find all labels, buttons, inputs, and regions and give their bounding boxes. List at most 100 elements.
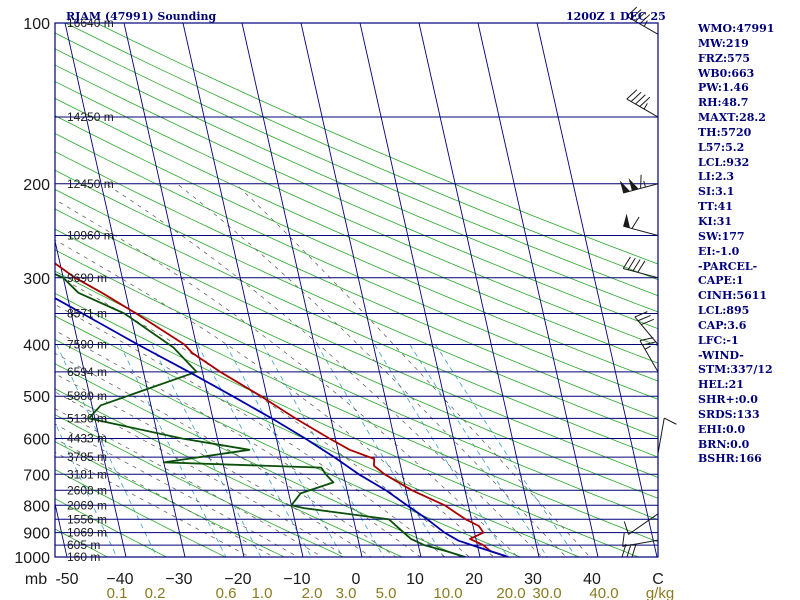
moist-adiabat bbox=[105, 183, 543, 557]
index-value: 1.46 bbox=[721, 81, 749, 95]
index-label: LCL bbox=[698, 155, 723, 169]
mixing-ratio-label: 1.0 bbox=[252, 585, 273, 600]
mixing-ratio-line bbox=[55, 421, 118, 557]
dry-adiabat bbox=[55, 228, 658, 499]
dry-adiabat bbox=[65, 23, 658, 281]
dry-adiabat bbox=[55, 32, 658, 297]
moist-adiabat bbox=[55, 330, 421, 557]
temperature-unit-label: C bbox=[652, 571, 664, 588]
wind-barb bbox=[622, 532, 659, 547]
height-label: 3785 m bbox=[67, 450, 107, 464]
height-label: 160 m bbox=[67, 550, 100, 564]
dry-adiabat bbox=[55, 270, 658, 543]
pressure-tick-label: 800 bbox=[23, 498, 50, 515]
index-row: KI:31 bbox=[698, 214, 733, 228]
index-value: 5720 bbox=[720, 125, 752, 139]
pressure-tick-label: 700 bbox=[23, 467, 50, 484]
isotherm-40 bbox=[477, 23, 599, 557]
index-label: L57 bbox=[698, 140, 722, 154]
index-row: CINH:5611 bbox=[698, 289, 768, 303]
dry-adiabat bbox=[55, 528, 109, 557]
wind-barb bbox=[623, 213, 659, 236]
index-value: 47991 bbox=[736, 22, 775, 35]
index-row: CAPE:1 bbox=[698, 274, 744, 288]
isotherm--40 bbox=[55, 238, 127, 557]
index-row: PW:1.46 bbox=[698, 81, 749, 95]
index-label: LCL bbox=[698, 304, 723, 318]
mixing-ratio-line bbox=[197, 344, 312, 557]
index-value: 21 bbox=[728, 378, 744, 392]
mixing-ratio-line bbox=[225, 344, 344, 557]
temperature-tick-label: 10 bbox=[406, 571, 424, 588]
temperature-tick-label: −20 bbox=[224, 571, 251, 588]
index-label: SW bbox=[698, 229, 718, 243]
dry-adiabat bbox=[55, 338, 522, 557]
temperature-tick-label: -50 bbox=[55, 571, 78, 588]
mixing-ratio-label: 0.6 bbox=[216, 585, 237, 600]
index-label: SI bbox=[698, 185, 712, 199]
height-label: 1069 m bbox=[67, 526, 107, 540]
mixing-ratio-label: 2.0 bbox=[302, 585, 323, 600]
index-value: 663 bbox=[731, 66, 755, 80]
height-label: 3181 m bbox=[67, 467, 107, 481]
index-row: LI:2.3 bbox=[698, 170, 735, 184]
mixing-ratio-label: 0.2 bbox=[145, 585, 166, 600]
index-value: -WIND- bbox=[698, 348, 744, 362]
index-row: CAP:3.6 bbox=[698, 318, 747, 332]
isotherm--30 bbox=[64, 23, 186, 557]
mixing-ratio-line bbox=[409, 344, 548, 557]
height-label: 16640 m bbox=[67, 16, 114, 30]
mixing-ratio-unit: g/kg bbox=[646, 585, 674, 600]
moist-adiabat bbox=[55, 373, 372, 557]
height-label: 14250 m bbox=[67, 110, 114, 124]
temperature-tick-label: 30 bbox=[524, 571, 542, 588]
index-value: 1 bbox=[736, 274, 744, 288]
wind-barb bbox=[634, 311, 659, 345]
height-label: 9690 m bbox=[67, 271, 107, 285]
mixing-ratio-line bbox=[151, 344, 262, 557]
sounding-profiles bbox=[55, 262, 509, 557]
wind-barb bbox=[619, 174, 659, 194]
temperature-tick-label: −40 bbox=[106, 571, 133, 588]
dry-adiabat bbox=[55, 388, 404, 557]
pressure-unit-label: mb bbox=[25, 571, 47, 588]
mixing-ratio-label: 20.0 bbox=[496, 585, 525, 600]
index-value: 895 bbox=[726, 304, 750, 318]
index-value: 337/12 bbox=[730, 363, 773, 377]
index-label: LFC bbox=[698, 333, 723, 347]
pressure-tick-label: 200 bbox=[23, 177, 50, 194]
mixing-ratio-label: 10.0 bbox=[433, 585, 462, 600]
dry-adiabat bbox=[96, 23, 658, 265]
dry-adiabat bbox=[55, 80, 658, 347]
index-value: 5611 bbox=[736, 289, 768, 303]
mixing-ratio-line bbox=[316, 344, 445, 557]
isotherm-0 bbox=[241, 23, 363, 557]
index-label: EI bbox=[698, 244, 712, 258]
index-value: 219 bbox=[725, 36, 749, 50]
sounding-time: 1200Z 1 DEC 25 bbox=[566, 10, 666, 23]
mixing-ratio-label: 0.1 bbox=[107, 585, 128, 600]
index-label: LI bbox=[698, 170, 711, 184]
dry-adiabat bbox=[55, 208, 658, 478]
height-label: 4433 m bbox=[67, 432, 107, 446]
pressure-tick-label: 500 bbox=[23, 389, 50, 406]
index-value: 932 bbox=[726, 155, 750, 169]
index-row: TT:41 bbox=[698, 200, 733, 214]
isotherm--20 bbox=[123, 23, 245, 557]
index-value: 133 bbox=[736, 407, 760, 421]
isobars bbox=[55, 22, 658, 558]
isotherm-10 bbox=[300, 23, 422, 557]
index-row: -WIND- bbox=[698, 349, 774, 364]
index-label: TH bbox=[698, 125, 717, 139]
parcel-line bbox=[55, 297, 509, 557]
isotherm-20 bbox=[359, 23, 481, 557]
dry-adiabat bbox=[55, 498, 168, 557]
index-label: BSHR bbox=[698, 452, 735, 466]
dry-adiabat bbox=[55, 115, 658, 382]
temperature-line bbox=[55, 262, 509, 557]
index-label: MAXT bbox=[698, 111, 736, 125]
pressure-tick-label: 600 bbox=[23, 432, 50, 449]
wind-barb bbox=[623, 513, 659, 535]
temperature-tick-label: 0 bbox=[352, 571, 361, 588]
pressure-tick-label: 300 bbox=[23, 271, 50, 288]
